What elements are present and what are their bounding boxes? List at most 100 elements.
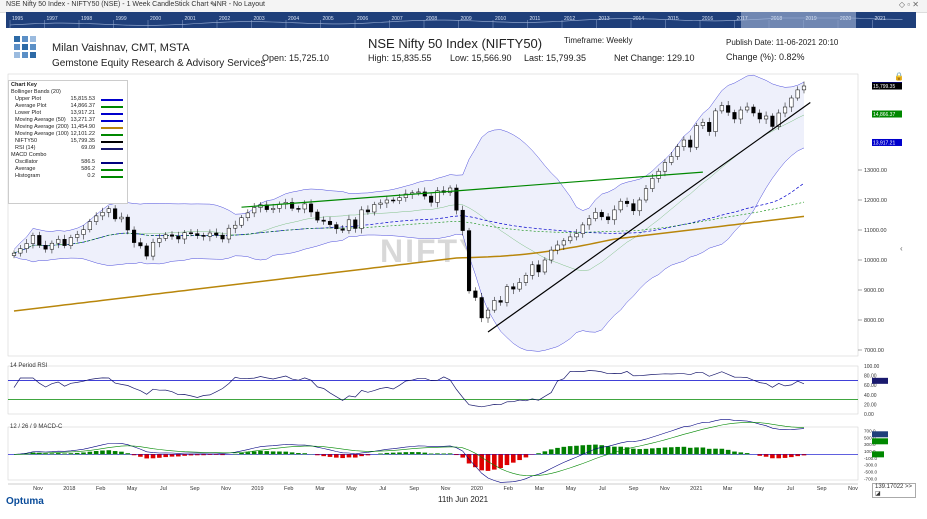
macd-histogram-bar — [510, 454, 516, 463]
candle-body — [321, 219, 326, 222]
timeline-year-label: 2001 — [185, 16, 196, 22]
macd-oscillator-line — [13, 419, 805, 483]
macd-histogram-bar — [687, 447, 693, 455]
timeline-navigator[interactable]: 1995 1997 1998 1999 2000 2001 2002 2003 2004 2005… — [6, 12, 916, 28]
candle — [340, 225, 345, 233]
candle — [738, 106, 743, 124]
candle-body — [681, 139, 686, 147]
macd-histogram-bar — [605, 446, 611, 455]
lock-icon[interactable]: 🔒 — [894, 72, 904, 81]
candle — [188, 229, 194, 237]
candle-body — [188, 232, 194, 234]
macd-histogram-bar — [49, 453, 55, 455]
candle — [789, 95, 794, 112]
candle-body — [460, 209, 465, 231]
rsi-axis-label: 60.00 — [864, 383, 877, 389]
candle — [75, 230, 80, 242]
candle — [334, 221, 339, 234]
zoom-box[interactable]: 139.17022 >> ◪ — [872, 483, 916, 498]
candle-body — [429, 195, 434, 203]
timeline-year-label: 2006 — [357, 16, 368, 22]
macd-histogram-bar — [523, 454, 529, 458]
price-axis-label: 13000.00 — [864, 168, 887, 174]
candle-body — [100, 212, 105, 217]
candle — [100, 207, 105, 221]
candle-body — [694, 125, 699, 148]
macd-histogram-bar — [100, 450, 105, 455]
chart-key-name: Lower Plot — [15, 110, 41, 116]
candle — [745, 102, 750, 113]
macd-histogram-bar — [473, 454, 478, 468]
macd-histogram-bar — [542, 451, 548, 455]
chart-key-row: Average Plot 14,866.37 — [9, 103, 127, 110]
candle — [624, 197, 630, 208]
timeline-year-label: 2008 — [426, 16, 437, 22]
candle — [764, 111, 769, 124]
macd-histogram-bar — [485, 454, 491, 471]
timeline-selection[interactable] — [741, 12, 856, 28]
window-controls[interactable]: ◇ ▫ ✕ — [898, 0, 919, 9]
ma200-line — [13, 215, 805, 312]
macd-histogram-bar — [403, 452, 409, 455]
candle — [157, 233, 162, 248]
firm-name: Gemstone Equity Research & Advisory Serv… — [52, 58, 266, 69]
candle-body — [536, 264, 541, 273]
timeline-year-label: 2010 — [495, 16, 506, 22]
candle — [479, 293, 484, 323]
x-axis-tick-label: Sep — [817, 486, 827, 492]
edit-pen-icon[interactable]: ✎ — [210, 0, 217, 9]
candle-body — [688, 139, 693, 148]
x-axis-tick-label: May — [127, 486, 138, 492]
candle-body — [359, 209, 364, 229]
candle-body — [732, 112, 737, 120]
macd-histogram-bar — [55, 453, 61, 455]
candle-body — [327, 221, 333, 225]
macd-histogram-bar — [662, 447, 668, 455]
rsi-axis-label: 80.00 — [864, 374, 877, 380]
macd-axis-label: -500.0 — [864, 469, 877, 474]
timeline-year-label: 2012 — [564, 16, 575, 22]
last-price: Last: 15,799.35 — [524, 53, 587, 63]
index-title: NSE Nifty 50 Index (NIFTY50) — [368, 36, 543, 51]
candle-body — [416, 191, 421, 194]
chart-key-name: Histogram — [15, 173, 41, 179]
candle-body — [214, 232, 219, 236]
candle — [732, 109, 737, 124]
macd-histogram-bar — [409, 452, 415, 455]
chart-key-row: Moving Average (100) 12,101.22 — [9, 131, 127, 138]
candle-body — [119, 216, 124, 220]
collapse-arrow-icon[interactable]: ‹ — [900, 244, 903, 253]
candle — [650, 173, 655, 193]
chart-key-swatch — [101, 162, 123, 164]
candle-body — [195, 233, 200, 236]
chart-key-row: NIFTY50 15,799.35 — [9, 138, 127, 145]
timeline-year-label: 2009 — [461, 16, 472, 22]
timeline-year-label: 1998 — [81, 16, 92, 22]
macd-histogram-bar — [416, 452, 421, 455]
chart-key-value: 13,917.21 — [70, 110, 95, 116]
chart-key-value: 11,454.90 — [70, 124, 95, 130]
macd-histogram-bar — [397, 452, 402, 455]
chart-key-swatch — [101, 127, 123, 129]
candle — [719, 101, 724, 114]
candle-body — [43, 245, 48, 250]
macd-histogram-bar — [460, 454, 466, 458]
candle-body — [795, 89, 800, 99]
candle-body — [37, 235, 42, 246]
macd-histogram-bar — [194, 454, 200, 456]
support-trendline — [487, 102, 811, 333]
macd-histogram-bar — [643, 448, 649, 455]
chart-key-swatch — [101, 169, 123, 171]
candle — [643, 185, 649, 203]
macd-histogram-bar — [213, 454, 219, 455]
candle-body — [745, 106, 750, 111]
macd-histogram-bar — [435, 453, 440, 455]
macd-histogram-bar — [801, 454, 807, 456]
chart-key-swatch — [101, 176, 123, 178]
macd-histogram-bar — [536, 453, 541, 455]
chart-key-row: Moving Average (200) 11,454.90 — [9, 124, 127, 131]
macd-histogram-bar — [81, 452, 86, 455]
macd-histogram-bar — [580, 445, 586, 455]
candle — [37, 231, 42, 248]
